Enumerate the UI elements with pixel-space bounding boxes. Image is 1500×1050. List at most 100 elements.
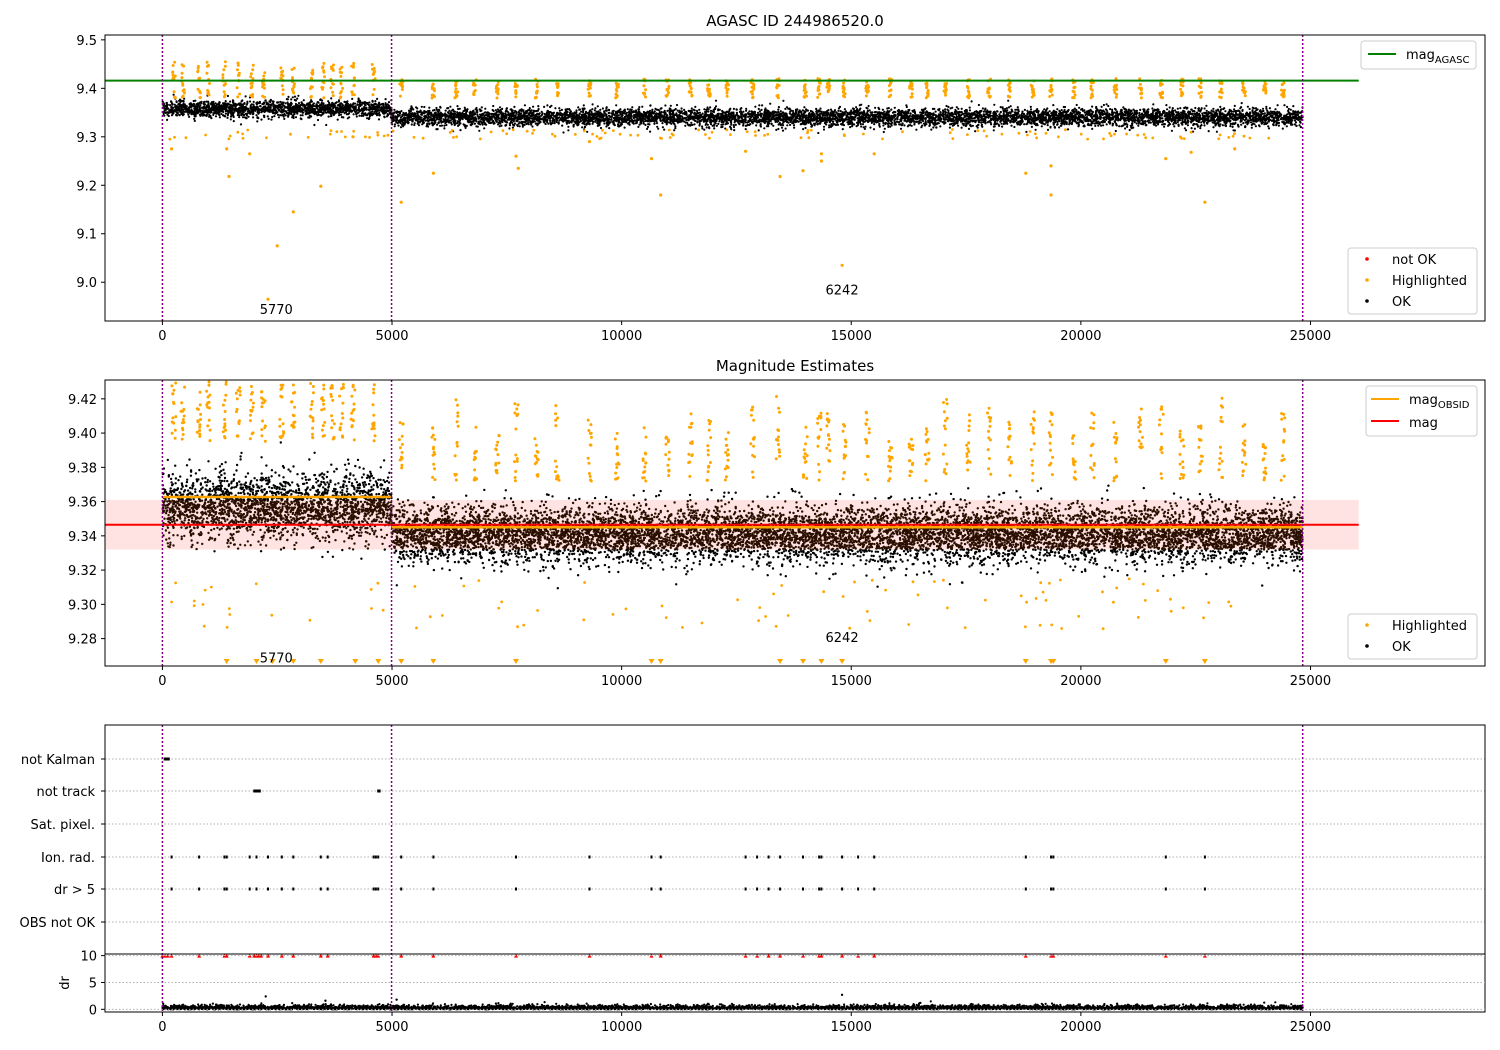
ok-point — [230, 109, 233, 112]
ok-point — [610, 118, 613, 121]
ok-point — [239, 123, 243, 126]
ok-point — [302, 108, 305, 111]
ok-point — [284, 102, 287, 105]
ok-point — [238, 114, 241, 117]
ok-point — [255, 107, 258, 110]
ok-point — [244, 112, 247, 115]
ok-point — [351, 97, 354, 100]
ok-point — [1142, 108, 1145, 111]
ok-point — [899, 127, 903, 130]
ok-point — [210, 103, 214, 106]
ok-point — [1274, 108, 1277, 111]
ok-point — [368, 101, 371, 104]
ok-point — [377, 105, 380, 108]
ok-point — [365, 108, 368, 111]
ok-point — [745, 107, 748, 110]
ok-point — [214, 115, 218, 118]
ok-point — [187, 110, 190, 113]
ok-point — [299, 104, 302, 107]
ok-point — [266, 115, 269, 118]
ok-point — [820, 110, 823, 113]
ok-point — [484, 107, 487, 110]
ok-point — [240, 107, 243, 110]
ok-point — [447, 121, 451, 124]
ok-point — [1132, 126, 1135, 129]
ok-point — [200, 102, 203, 105]
ok-point — [238, 116, 241, 119]
ok-point — [293, 105, 297, 108]
ok-point — [416, 107, 419, 110]
ok-point — [262, 101, 265, 104]
ok-point — [1224, 110, 1227, 113]
ok-point — [705, 126, 708, 129]
ok-point — [466, 108, 469, 111]
ok-point — [1237, 125, 1240, 128]
ok-point — [1250, 121, 1253, 124]
ok-point — [1289, 108, 1292, 111]
ok-point — [387, 109, 390, 112]
ok-point — [1205, 109, 1208, 112]
ok-point — [171, 111, 174, 114]
ok-point — [277, 107, 280, 110]
ok-point — [1005, 107, 1009, 110]
ok-point — [327, 111, 330, 114]
ok-point — [170, 114, 174, 117]
ok-point — [387, 101, 391, 104]
ok-point — [214, 102, 217, 105]
ok-point — [241, 109, 244, 112]
ok-point — [222, 106, 225, 109]
ok-point — [224, 110, 227, 113]
ok-point — [843, 108, 847, 111]
ok-point — [515, 111, 518, 114]
ok-point — [202, 113, 205, 116]
ok-point — [1194, 106, 1197, 110]
ok-point — [396, 115, 400, 118]
ok-point — [1000, 122, 1003, 125]
ok-point — [554, 107, 557, 110]
ok-point — [1186, 124, 1189, 127]
ok-point — [169, 104, 172, 107]
ok-point — [287, 95, 290, 98]
ok-point — [256, 116, 259, 119]
ok-point — [308, 114, 311, 117]
ok-point — [167, 114, 170, 118]
ok-point — [464, 126, 467, 129]
ok-point — [231, 99, 234, 102]
ok-point — [508, 127, 511, 130]
ok-point — [172, 93, 175, 96]
ok-point — [374, 102, 377, 105]
ok-point — [664, 104, 667, 107]
ok-point — [1133, 121, 1136, 124]
ok-point — [196, 105, 199, 108]
ok-point — [655, 122, 659, 125]
ok-point — [935, 126, 938, 129]
ok-point — [968, 109, 972, 112]
ok-point — [755, 124, 758, 127]
ok-point — [384, 102, 387, 105]
ok-point — [325, 123, 328, 127]
ok-point — [278, 103, 281, 106]
ok-point — [308, 110, 311, 113]
ok-point — [527, 121, 530, 125]
ok-point — [1292, 105, 1295, 108]
ok-point — [858, 108, 861, 111]
ok-point — [175, 100, 178, 104]
ok-point — [1203, 111, 1206, 114]
ok-point — [378, 113, 381, 116]
ok-point — [225, 107, 228, 110]
ok-point — [591, 108, 594, 111]
ok-point — [780, 126, 784, 129]
ok-point — [1165, 104, 1168, 107]
ok-point — [638, 106, 641, 109]
ok-point — [250, 103, 253, 106]
ok-point — [224, 100, 227, 103]
ok-point — [572, 124, 575, 127]
ok-point — [511, 126, 514, 129]
ok-point — [1265, 107, 1268, 110]
ok-point — [359, 103, 362, 107]
ok-point — [663, 128, 666, 131]
ok-point — [243, 102, 246, 105]
ok-point — [271, 109, 275, 112]
ok-point — [1236, 123, 1240, 126]
ok-point — [188, 115, 191, 118]
